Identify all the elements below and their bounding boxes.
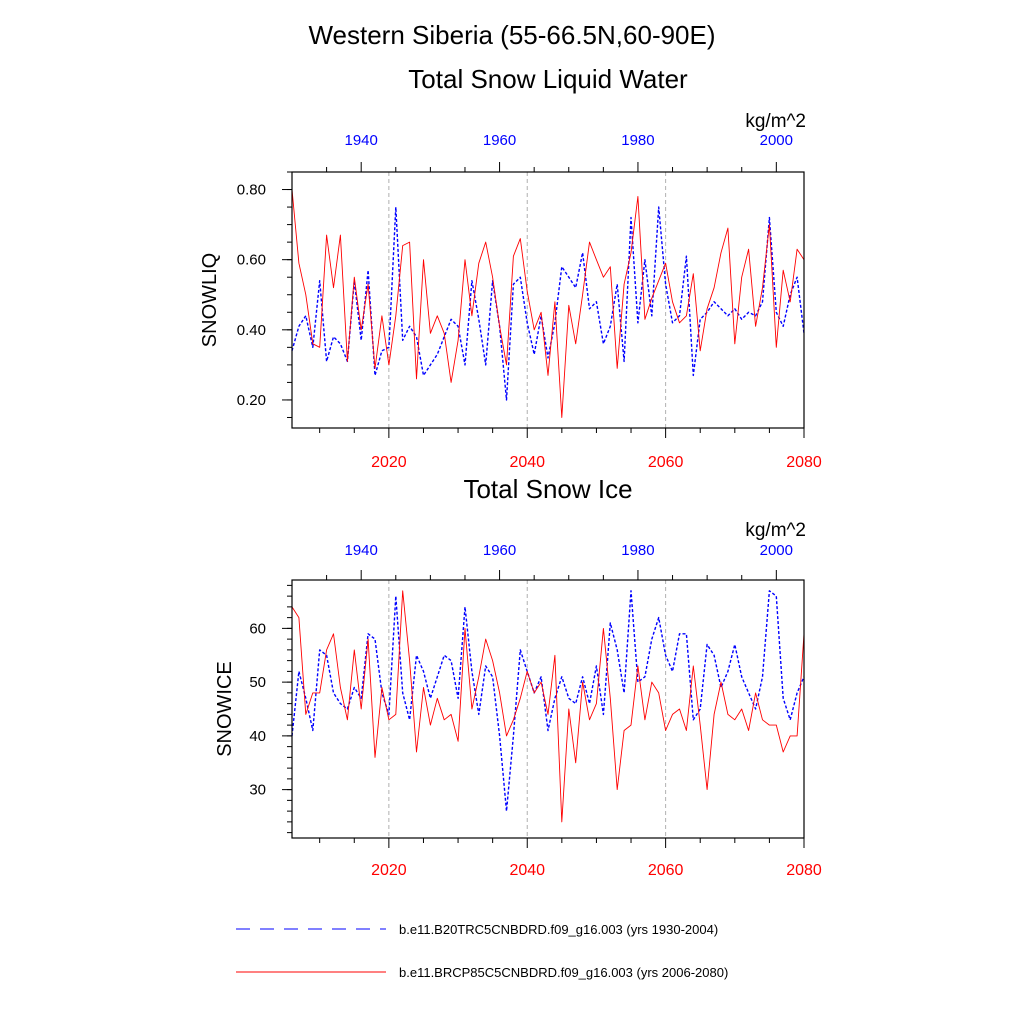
units-label: kg/m^2 [745, 520, 806, 541]
plot-frame [291, 171, 805, 429]
y-tick-label: 40 [249, 728, 266, 745]
y-tick-label: 0.20 [237, 392, 266, 409]
plot-frame [291, 579, 805, 839]
legend: b.e11.B20TRC5CNBDRD.f09_g16.003 (yrs 193… [236, 922, 728, 980]
x-bottom-tick-label: 2080 [786, 454, 822, 471]
y-tick-label: 0.80 [237, 182, 266, 199]
y-tick-label: 50 [249, 674, 266, 691]
x-top-tick-label: 1980 [621, 542, 654, 559]
y-axis-label: SNOWICE [214, 661, 236, 757]
x-bottom-tick-label: 2040 [509, 454, 545, 471]
x-top-tick-label: 1940 [345, 542, 378, 559]
x-bottom-tick-label: 2060 [648, 862, 684, 879]
x-top-tick-label: 2000 [760, 132, 793, 149]
x-bottom-tick-label: 2060 [648, 454, 684, 471]
x-top-tick-label: 2000 [760, 542, 793, 559]
y-tick-label: 60 [249, 620, 266, 637]
x-top-tick-label: 1960 [483, 542, 516, 559]
x-top-tick-label: 1940 [345, 132, 378, 149]
series-line-historical [291, 590, 805, 812]
x-top-tick-label: 1980 [621, 132, 654, 149]
y-axis-label: SNOWLIQ [199, 253, 221, 347]
x-bottom-tick-label: 2080 [786, 862, 822, 879]
y-tick-label: 30 [249, 782, 266, 799]
panel-1: Total Snow Liquid Water kg/m^2 SNOWLIQ 0.20… [199, 64, 822, 471]
x-top-tick-label: 1960 [483, 132, 516, 149]
x-bottom-tick-label: 2020 [371, 454, 407, 471]
series-line-rcp85 [291, 189, 805, 418]
series-line-rcp85 [291, 590, 805, 823]
panel-2: Total Snow Ice kg/m^2 SNOWICE 30 40 50 60 2020 2… [214, 474, 822, 879]
y-tick-label: 0.60 [237, 252, 266, 269]
series-line-historical [291, 206, 805, 401]
legend-label-1: b.e11.B20TRC5CNBDRD.f09_g16.003 (yrs 193… [399, 922, 718, 937]
panel-title: Total Snow Ice [463, 474, 632, 504]
panel-title: Total Snow Liquid Water [408, 64, 688, 94]
units-label: kg/m^2 [745, 111, 806, 132]
x-bottom-tick-label: 2020 [371, 862, 407, 879]
y-tick-label: 0.40 [237, 322, 266, 339]
x-bottom-tick-label: 2040 [509, 862, 545, 879]
legend-label-2: b.e11.BRCP85C5CNBDRD.f09_g16.003 (yrs 20… [399, 965, 728, 980]
chart-title: Western Siberia (55-66.5N,60-90E) [308, 20, 715, 50]
